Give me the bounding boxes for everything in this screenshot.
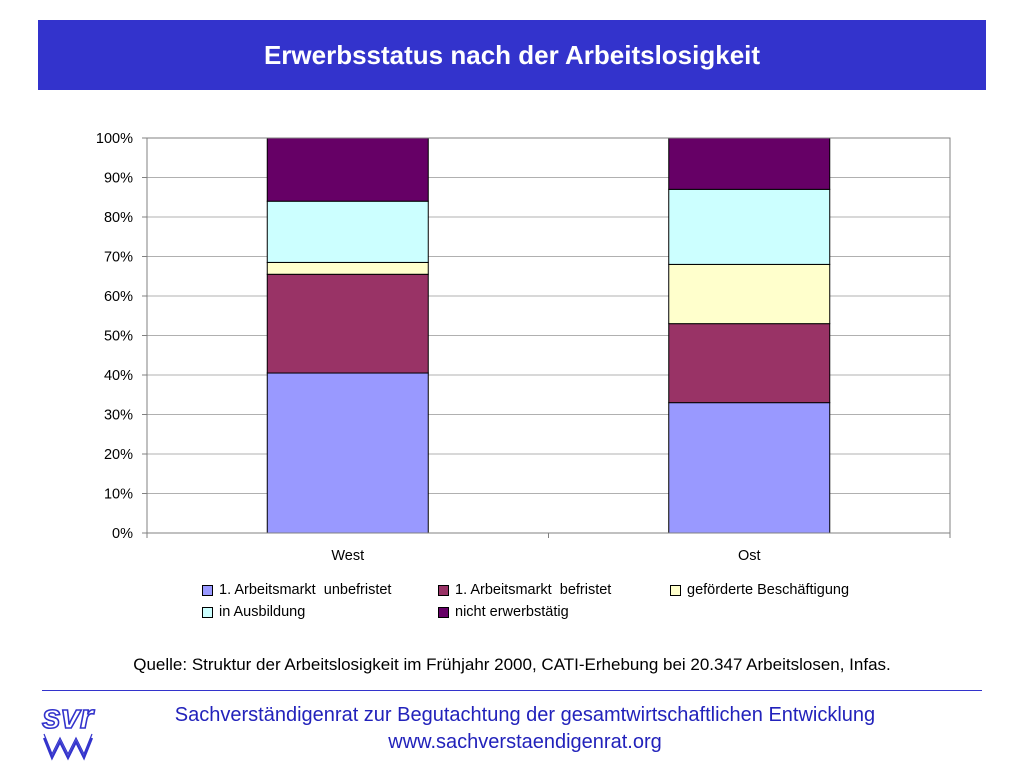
svr-logo-wave — [42, 737, 94, 761]
legend-label: in Ausbildung — [219, 604, 306, 620]
bar-segment — [668, 402, 831, 534]
y-tick-label: 80% — [104, 210, 133, 226]
legend-item: nicht erwerbstätig — [438, 604, 569, 620]
y-tick-label: 30% — [104, 408, 133, 424]
legend-swatch — [670, 584, 681, 596]
y-tick-label: 50% — [104, 329, 133, 345]
bar-segment — [266, 261, 429, 275]
svr-logo: svr — [41, 698, 96, 761]
legend-label: 1. Arbeitsmarkt unbefristet — [219, 582, 392, 598]
legend-label: nicht erwerbstätig — [455, 604, 569, 620]
x-tick-label: West — [331, 548, 364, 564]
legend-item: 1. Arbeitsmarkt befristet — [438, 582, 611, 598]
legend-item: 1. Arbeitsmarkt unbefristet — [202, 582, 391, 598]
source-note: Quelle: Struktur der Arbeitslosigkeit im… — [133, 655, 891, 674]
bar-segment — [668, 323, 831, 404]
legend-item: geförderte Beschäftigung — [670, 582, 849, 598]
legend-label: geförderte Beschäftigung — [687, 582, 850, 598]
footer-organization: Sachverständigenrat zur Begutachtung der… — [174, 704, 876, 726]
y-tick-label: 10% — [104, 487, 133, 503]
bar-segment — [266, 273, 429, 374]
bar-segment — [266, 372, 429, 534]
y-tick-label: 0% — [112, 526, 133, 542]
footer-divider — [42, 690, 982, 691]
y-tick-label: 40% — [104, 368, 133, 384]
x-tick-label: Ost — [738, 548, 761, 564]
legend-item: in Ausbildung — [202, 604, 305, 620]
y-tick-label: 20% — [104, 447, 133, 463]
y-tick-label: 90% — [104, 171, 133, 187]
y-tick-label: 100% — [96, 131, 133, 147]
legend-label: 1. Arbeitsmarkt befristet — [455, 582, 612, 598]
legend-swatch — [202, 606, 213, 618]
page-title: Erwerbsstatus nach der Arbeitslosigkeit — [263, 39, 761, 70]
plot-border — [146, 137, 951, 534]
legend-swatch — [202, 584, 213, 596]
svr-logo-lettering: svr — [42, 698, 95, 736]
legend-swatch — [438, 584, 449, 596]
svr-logo-wave-inner — [43, 733, 93, 756]
bar-segment — [266, 137, 429, 202]
y-tick-label: 60% — [104, 289, 133, 305]
bar-segment — [266, 200, 429, 263]
bar-segment — [668, 263, 831, 325]
y-tick-label: 70% — [104, 250, 133, 266]
footer-url[interactable]: www.sachverstaendigenrat.org — [388, 731, 662, 753]
title-banner: Erwerbsstatus nach der Arbeitslosigkeit — [38, 20, 986, 90]
bar-segment — [668, 137, 831, 190]
legend-swatch — [438, 606, 449, 618]
bar-segment — [668, 188, 831, 265]
stacked-bar-chart: 0% 10% 20% 30% 40% 50% 60% 70% 80% 90% 100% West Os… — [96, 131, 951, 564]
